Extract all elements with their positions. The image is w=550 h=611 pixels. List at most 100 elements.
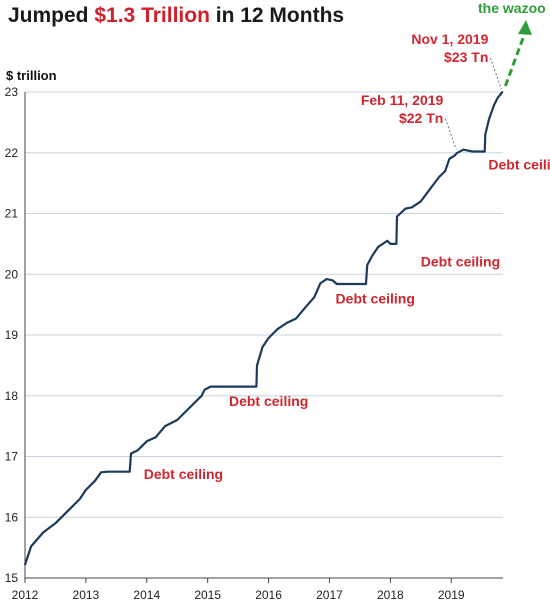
- data-point-18: [200, 394, 203, 397]
- data-point-8: [100, 471, 103, 474]
- debt-ceiling-label-3: Debt ceiling: [421, 253, 500, 269]
- y-tick-label-16: 16: [5, 510, 19, 524]
- x-tick-label-2015: 2015: [194, 588, 221, 602]
- y-axis-label: $ trillion: [6, 68, 57, 83]
- series-group: [23, 91, 504, 566]
- data-point-15: [164, 425, 166, 428]
- y-tick-label-22: 22: [5, 146, 19, 160]
- data-point-23: [256, 364, 258, 367]
- data-point-45: [419, 200, 422, 203]
- annotations: Debt ceiling Debt ceiling Debt ceiling Debt…: [144, 156, 550, 482]
- data-point-26: [276, 328, 279, 330]
- callouts: Feb 11, 2019 $22 Tn Nov 1, 2019 $23 Tn: [361, 31, 502, 150]
- data-point-34: [335, 283, 338, 285]
- data-point-21: [215, 385, 218, 388]
- chart-title: Jumped $1.3 Trillion in 12 Months: [8, 4, 344, 28]
- data-point-33: [331, 279, 334, 282]
- data-point-20: [209, 385, 212, 388]
- data-point-41: [395, 242, 398, 245]
- data-point-32: [325, 278, 328, 281]
- data-point-28: [295, 317, 297, 320]
- data-point-13: [145, 440, 148, 443]
- grid-lines: [25, 91, 503, 579]
- top-note: the wazoo: [478, 0, 546, 16]
- data-point-38: [377, 246, 380, 248]
- data-point-59: [501, 91, 504, 93]
- data-point-49: [448, 157, 451, 160]
- callout-value-1: $23 Tn: [444, 49, 488, 65]
- data-point-29: [304, 306, 307, 309]
- debt-ceiling-label-0: Debt ceiling: [144, 466, 223, 482]
- data-point-30: [313, 296, 316, 299]
- x-tick-label-2016: 2016: [255, 588, 282, 602]
- axes: [24, 92, 503, 583]
- x-tick-label-2019: 2019: [438, 588, 465, 602]
- y-tick-label-15: 15: [5, 571, 19, 585]
- data-point-7: [94, 479, 96, 482]
- data-point-11: [130, 452, 132, 455]
- data-point-6: [84, 489, 87, 491]
- y-tick-label-17: 17: [5, 450, 19, 464]
- data-point-50: [453, 154, 456, 157]
- data-point-17: [188, 407, 191, 409]
- data-point-27: [285, 321, 288, 324]
- data-point-2: [42, 531, 45, 534]
- debt-ceiling-label-2: Debt ceiling: [336, 291, 415, 307]
- y-tick-label-20: 20: [5, 267, 19, 281]
- arrow-shaft: [503, 29, 528, 87]
- debt-ceiling-label-1: Debt ceiling: [229, 393, 308, 409]
- callout-value-0: $22 Tn: [399, 110, 443, 126]
- x-tick-label-2013: 2013: [73, 588, 100, 602]
- y-tick-label-18: 18: [5, 389, 19, 403]
- y-tick-label-21: 21: [5, 207, 19, 221]
- y-tick-label-23: 23: [5, 85, 19, 99]
- data-point-3: [54, 522, 57, 525]
- callout-leader-1: [490, 57, 502, 90]
- y-tick-label-19: 19: [5, 328, 19, 342]
- data-point-10: [128, 470, 131, 473]
- callout-leader-0: [444, 118, 457, 150]
- data-point-42: [396, 215, 398, 218]
- data-point-56: [488, 118, 490, 121]
- data-point-52: [462, 148, 465, 151]
- data-point-22: [255, 385, 258, 388]
- x-tick-label-2018: 2018: [377, 588, 404, 602]
- data-point-40: [389, 242, 392, 245]
- debt-ceiling-label-4: Debt ceiling: [488, 156, 550, 172]
- data-point-53: [471, 150, 474, 153]
- x-tick-label-2017: 2017: [316, 588, 343, 602]
- data-point-46: [429, 188, 431, 191]
- series-line-0: [23, 91, 504, 565]
- data-point-1: [30, 545, 32, 548]
- data-point-39: [386, 239, 389, 242]
- callout-date-0: Feb 11, 2019: [361, 92, 444, 108]
- data-point-54: [483, 150, 486, 153]
- green-arrow: [503, 20, 532, 87]
- data-point-48: [444, 170, 447, 172]
- data-point-43: [404, 207, 407, 210]
- title-prefix: Jumped: [8, 4, 95, 27]
- data-point-55: [484, 133, 487, 136]
- title-highlight: $1.3 Trillion: [94, 4, 210, 27]
- x-tick-label-2014: 2014: [133, 588, 160, 602]
- data-point-25: [267, 337, 270, 339]
- data-point-24: [261, 346, 264, 349]
- tick-labels: 15 16 17 18 19 20 21 22 23 2012 2013 2014 2015 2016 20…: [5, 68, 465, 602]
- data-point-44: [410, 206, 413, 209]
- data-point-36: [366, 264, 369, 267]
- title-suffix: in 12 Months: [209, 4, 345, 27]
- callout-date-1: Nov 1, 2019: [411, 31, 488, 47]
- data-point-5: [78, 498, 81, 500]
- data-point-35: [365, 283, 367, 285]
- x-tick-label-2012: 2012: [12, 588, 39, 602]
- data-point-0: [24, 563, 26, 566]
- data-point-57: [492, 104, 495, 107]
- data-point-31: [319, 282, 322, 285]
- data-point-9: [106, 470, 109, 473]
- data-point-51: [456, 151, 459, 154]
- data-point-58: [496, 97, 499, 99]
- data-point-37: [371, 255, 373, 257]
- data-point-16: [176, 419, 179, 421]
- arrow-head: [518, 20, 532, 35]
